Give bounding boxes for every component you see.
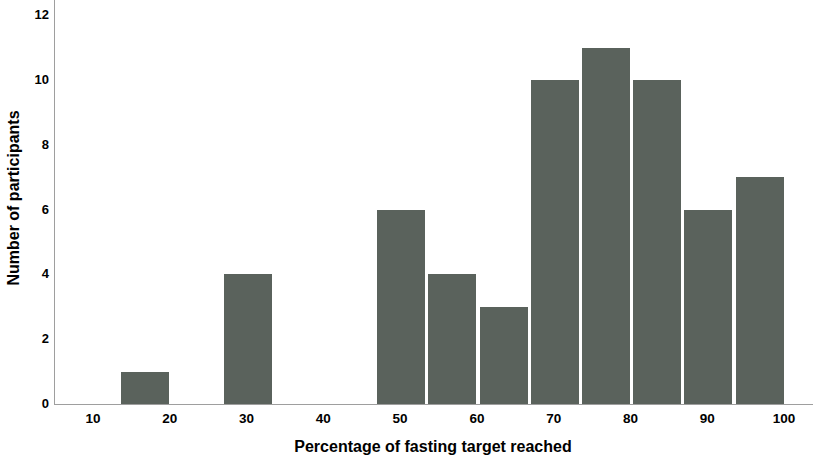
x-axis-tick-label: 20 (140, 411, 200, 427)
y-axis-tick-label: 4 (0, 266, 49, 282)
x-axis-tick-label: 80 (601, 411, 661, 427)
y-axis-tick-label: 6 (0, 202, 49, 218)
x-axis-tick-label: 30 (217, 411, 277, 427)
histogram-bar (121, 372, 169, 404)
y-axis-tick-label: 2 (0, 331, 49, 347)
histogram-bar (480, 307, 528, 404)
y-axis-tick-label: 10 (0, 72, 49, 88)
x-axis-tick-label: 60 (447, 411, 507, 427)
histogram-bar (428, 274, 476, 404)
x-axis-tick-label: 100 (754, 411, 814, 427)
y-axis-tick-label: 12 (0, 7, 49, 23)
y-axis-tick-label: 8 (0, 137, 49, 153)
x-axis-tick-label: 40 (293, 411, 353, 427)
x-axis-tick-label: 50 (370, 411, 430, 427)
histogram-chart: Number of participants 024681012 1020304… (0, 0, 822, 463)
histogram-bar (224, 274, 272, 404)
plot-area (54, 0, 813, 405)
histogram-bar (377, 210, 425, 404)
histogram-bar (684, 210, 732, 404)
histogram-bar (582, 48, 630, 404)
x-axis-tick-label: 10 (63, 411, 123, 427)
y-axis-tick-label: 0 (0, 396, 49, 412)
x-axis-title: Percentage of fasting target reached (54, 438, 812, 456)
histogram-bar (531, 80, 579, 404)
histogram-bar (633, 80, 681, 404)
x-axis-tick-label: 90 (677, 411, 737, 427)
histogram-bar (736, 177, 784, 404)
x-axis-tick-label: 70 (524, 411, 584, 427)
